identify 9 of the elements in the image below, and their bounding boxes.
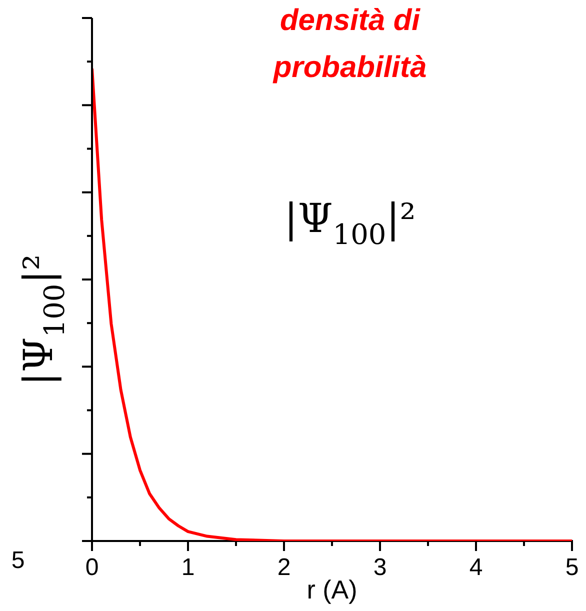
x-tick-label: 1 bbox=[181, 554, 195, 582]
x-tick-label: 4 bbox=[469, 554, 483, 582]
x-tick-label: 3 bbox=[373, 554, 387, 582]
x-tick-label: 2 bbox=[277, 554, 291, 582]
chart-title: densità di probabilità bbox=[272, 4, 427, 84]
x-tick-label: 0 bbox=[85, 554, 99, 582]
y-axis-title: |Ψ100|² bbox=[16, 254, 71, 386]
x-axis-title: r (A) bbox=[306, 574, 358, 605]
x-tick-label: 5 bbox=[565, 554, 579, 582]
